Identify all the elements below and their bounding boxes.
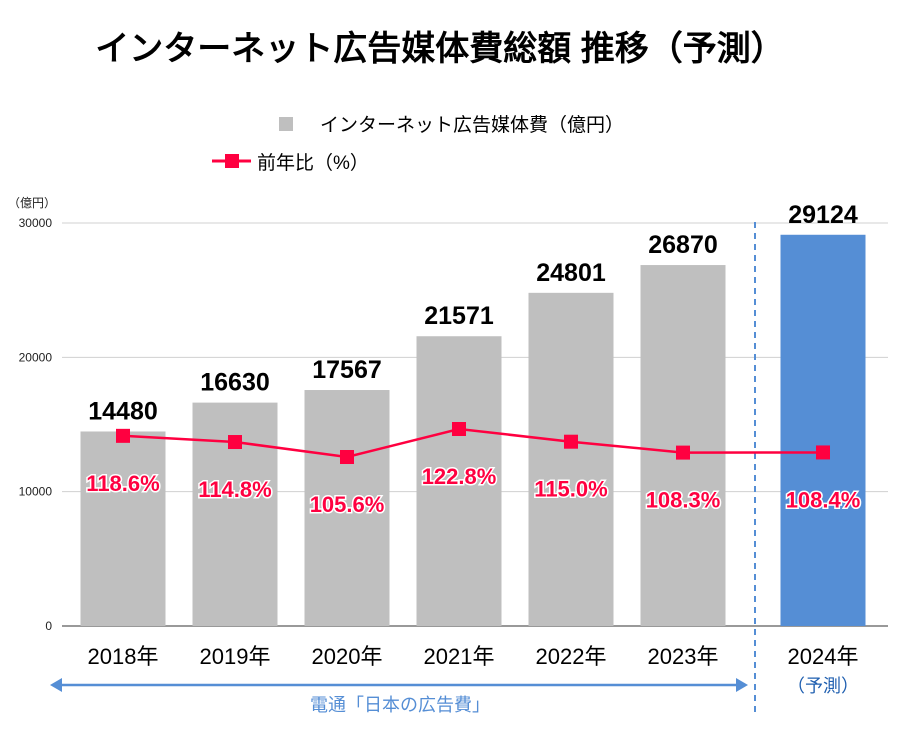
x-tick-label: 2018年 xyxy=(88,644,159,669)
bar-value-label: 29124 xyxy=(788,201,858,229)
chart-title: インターネット広告媒体費総額 推移（予測） xyxy=(95,29,784,68)
yoy-label: 114.8% xyxy=(198,477,271,502)
bar-value-label: 17567 xyxy=(312,356,382,384)
x-tick-label: 2022年 xyxy=(536,644,607,669)
bar-value-label: 26870 xyxy=(648,231,718,259)
bar xyxy=(80,431,166,626)
y-tick-label: 0 xyxy=(45,619,52,633)
arrow-left-icon xyxy=(50,678,62,692)
yoy-label: 108.4% xyxy=(786,487,861,512)
yoy-marker xyxy=(116,428,130,443)
yoy-label: 122.8% xyxy=(422,464,497,489)
bar xyxy=(416,336,502,626)
arrow-right-icon xyxy=(736,678,748,692)
y-tick-label: 10000 xyxy=(19,485,53,499)
yoy-label: 115.0% xyxy=(534,477,607,502)
x-tick-label: 2020年 xyxy=(312,644,383,669)
source-annotation: 電通「日本の広告費」 xyxy=(310,695,490,715)
yoy-marker xyxy=(816,445,830,460)
y-tick-label: 20000 xyxy=(19,350,53,364)
y-axis-unit: （億円） xyxy=(8,196,56,210)
x-tick-label: 2023年 xyxy=(648,644,719,669)
bar xyxy=(304,390,390,626)
bar-value-label: 24801 xyxy=(536,259,606,287)
yoy-label: 105.6% xyxy=(310,492,385,517)
x-tick-label: 2021年 xyxy=(424,644,495,669)
legend-line-marker xyxy=(225,154,239,168)
x-tick-label: 2024年 xyxy=(788,644,859,669)
bar-value-label: 16630 xyxy=(200,369,270,397)
yoy-label: 108.3% xyxy=(646,488,721,513)
yoy-marker xyxy=(452,422,466,436)
legend-line-label: 前年比（%） xyxy=(257,152,369,174)
forecast-label: （予測） xyxy=(787,676,859,696)
legend-bar-label: インターネット広告媒体費（億円） xyxy=(320,114,624,136)
bar-value-label: 21571 xyxy=(424,302,494,330)
bar xyxy=(528,292,614,626)
legend-bar-swatch xyxy=(279,117,293,131)
y-tick-label: 30000 xyxy=(19,216,53,230)
bar xyxy=(640,265,726,626)
yoy-marker xyxy=(340,450,354,465)
bar xyxy=(780,234,866,627)
yoy-marker xyxy=(228,435,242,450)
x-tick-label: 2019年 xyxy=(200,644,271,669)
yoy-marker xyxy=(564,434,578,449)
yoy-label: 118.6% xyxy=(86,471,159,496)
bar-value-label: 14480 xyxy=(88,397,158,425)
yoy-marker xyxy=(676,445,690,460)
